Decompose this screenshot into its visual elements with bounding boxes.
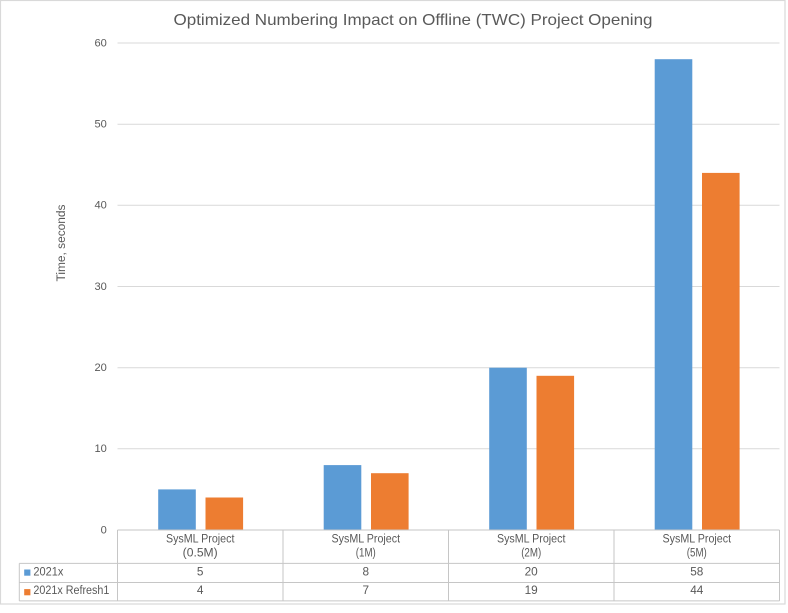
svg-text:5: 5	[197, 565, 204, 579]
svg-text:Optimized Numbering Impact on: Optimized Numbering Impact on Offline (T…	[174, 12, 653, 29]
svg-text:2021x: 2021x	[33, 565, 63, 579]
svg-text:44: 44	[690, 583, 704, 597]
svg-text:50: 50	[94, 119, 106, 131]
svg-text:(5M): (5M)	[687, 546, 707, 560]
svg-text:30: 30	[94, 281, 106, 293]
svg-text:60: 60	[94, 37, 106, 49]
svg-text:SysML Project: SysML Project	[332, 531, 401, 545]
svg-text:SysML Project: SysML Project	[166, 531, 235, 545]
svg-text:4: 4	[197, 583, 204, 597]
svg-text:2021x Refresh1: 2021x Refresh1	[33, 583, 109, 597]
svg-text:Time, seconds: Time, seconds	[56, 204, 68, 281]
svg-text:20: 20	[94, 362, 106, 374]
svg-text:40: 40	[94, 200, 106, 212]
svg-text:(2M): (2M)	[521, 546, 541, 560]
svg-text:20: 20	[525, 565, 539, 579]
svg-text:19: 19	[525, 583, 538, 597]
svg-text:0: 0	[101, 524, 107, 536]
svg-text:7: 7	[363, 583, 370, 597]
svg-text:SysML Project: SysML Project	[497, 531, 566, 545]
svg-text:58: 58	[690, 565, 704, 579]
svg-text:8: 8	[363, 565, 370, 579]
svg-text:(0.5M): (0.5M)	[183, 546, 218, 560]
svg-text:SysML Project: SysML Project	[663, 531, 732, 545]
svg-text:(1M): (1M)	[356, 546, 376, 560]
svg-text:10: 10	[94, 443, 106, 455]
